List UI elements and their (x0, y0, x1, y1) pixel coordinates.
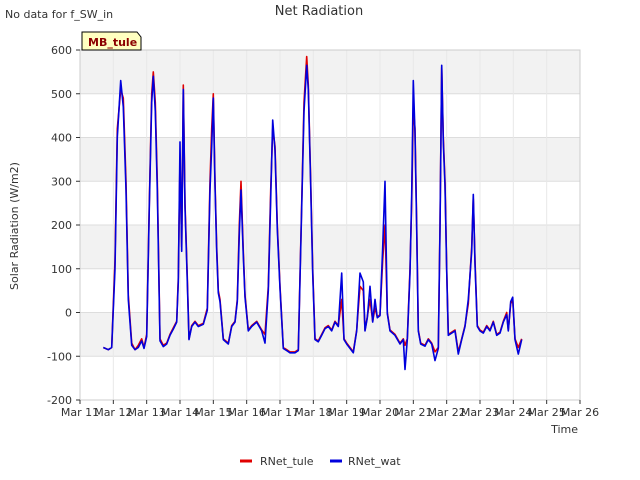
y-tick-label: 200 (51, 219, 72, 232)
x-tick-label: Mar 24 (494, 406, 532, 419)
x-tick-label: Mar 21 (394, 406, 432, 419)
y-axis-label: Solar Radiation (W/m2) (8, 162, 21, 290)
y-tick-label: 500 (51, 88, 72, 101)
x-tick-label: Mar 26 (561, 406, 599, 419)
plot-band (80, 137, 580, 182)
plot-background (80, 50, 580, 400)
legend-label-rnet-wat: RNet_wat (348, 455, 401, 468)
y-tick-label: 0 (65, 307, 72, 320)
plot-band (80, 93, 580, 138)
plot-band (80, 268, 580, 313)
plot-band (80, 50, 580, 94)
x-tick-label: Mar 12 (94, 406, 132, 419)
x-tick-label: Mar 11 (61, 406, 99, 419)
y-tick-label: 400 (51, 132, 72, 145)
x-tick-label: Mar 22 (428, 406, 466, 419)
y-tick-label: 600 (51, 44, 72, 57)
badge-shape (81, 31, 142, 51)
x-tick-label: Mar 25 (528, 406, 566, 419)
plot-band (80, 356, 580, 400)
legend-label-rnet-tule: RNet_tule (260, 455, 314, 468)
x-tick-label: Mar 19 (328, 406, 366, 419)
plot-band (80, 181, 580, 225)
x-tick-label: Mar 20 (361, 406, 399, 419)
x-tick-label: Mar 16 (228, 406, 266, 419)
chart-title: Net Radiation (275, 4, 363, 19)
no-data-note: No data for f_SW_in (5, 8, 113, 21)
x-axis-label: Time (550, 423, 578, 436)
series-line-rnet-wat (102, 64, 523, 371)
y-tick-label: -100 (47, 350, 72, 363)
badge-label: MB_tule (88, 36, 137, 49)
x-tick-label: Mar 18 (294, 406, 332, 419)
series-layer (102, 55, 523, 371)
x-tick-label: Mar 15 (194, 406, 232, 419)
x-tick-label: Mar 14 (161, 406, 199, 419)
y-tick-label: 300 (51, 175, 72, 188)
legend: RNet_tule RNet_wat (240, 455, 401, 468)
y-tick-label: -200 (47, 394, 72, 407)
plot-band (80, 225, 580, 269)
station-badge: MB_tule (81, 31, 142, 51)
x-tick-label: Mar 13 (128, 406, 166, 419)
y-axis-ticks: -200 -100 0 100 200 300 400 500 600 (47, 44, 80, 407)
y-tick-label: 100 (51, 263, 72, 276)
x-tick-label: Mar 23 (461, 406, 499, 419)
x-tick-label: Mar 17 (261, 406, 299, 419)
